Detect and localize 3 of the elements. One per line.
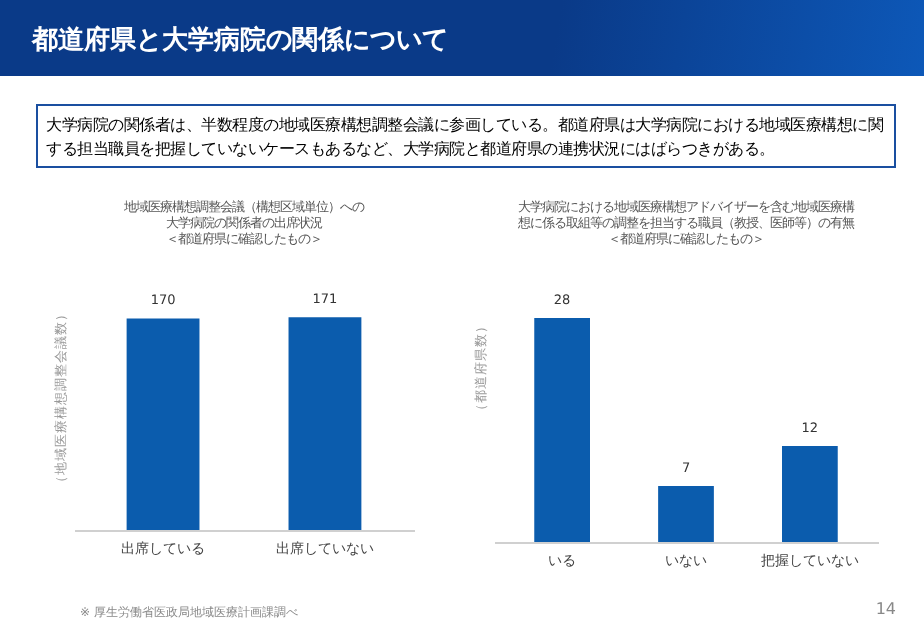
text: 大学病院の関係者は、半数程度の地域医療構想調整会議に参画している。都道府県は大学病院における地域医療構想に関する担当職員を把握していないケースもあるなど、大学病院と都道府県の連携状況にはばらつきがある。 [36, 104, 896, 168]
text: 14 [875, 600, 896, 618]
text: 都道府県と大学病院の関係について [32, 23, 448, 58]
